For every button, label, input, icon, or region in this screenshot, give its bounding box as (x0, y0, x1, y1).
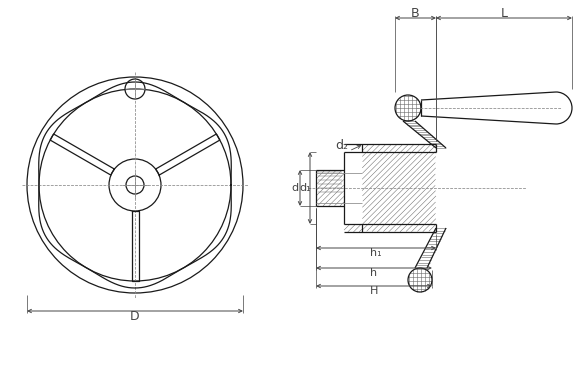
Text: L: L (501, 7, 507, 20)
Text: H: H (370, 286, 378, 296)
Text: h₁: h₁ (370, 248, 382, 258)
Text: B: B (411, 7, 420, 20)
Text: d: d (292, 183, 298, 193)
Text: h: h (370, 268, 378, 278)
Text: d₂: d₂ (335, 138, 348, 151)
Text: d₁: d₁ (299, 183, 311, 193)
Text: D: D (130, 309, 140, 323)
